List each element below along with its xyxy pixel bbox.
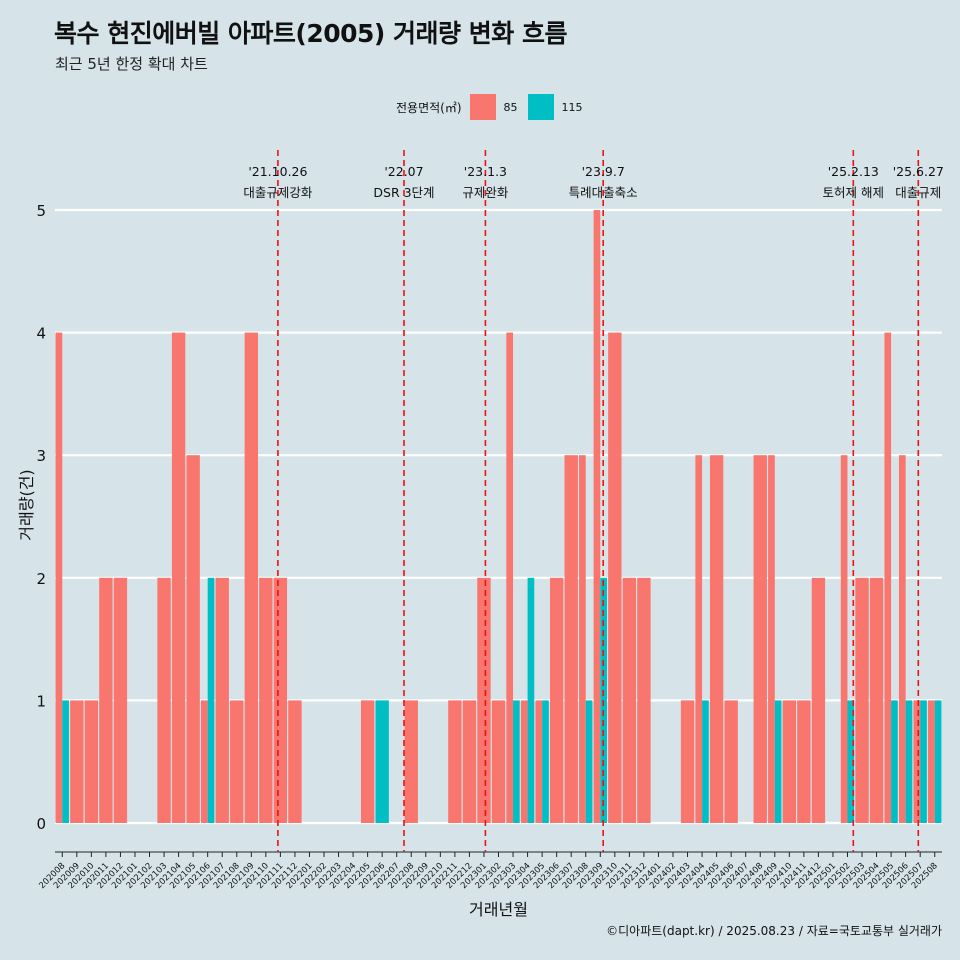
bar-115: [774, 700, 782, 823]
bar-85: [70, 700, 84, 823]
bar-85: [404, 700, 418, 823]
bar-85: [928, 700, 935, 823]
bar-115: [542, 700, 549, 823]
bar-85: [84, 700, 99, 823]
bar-85: [259, 577, 273, 823]
legend-key-85: [469, 94, 496, 120]
bar-85: [608, 332, 622, 823]
bar-115: [934, 700, 942, 823]
bar-85: [230, 700, 244, 823]
bar-85: [840, 455, 848, 823]
bar-115: [702, 700, 709, 823]
bar-85: [680, 700, 695, 823]
event-label: 대출규제: [895, 185, 941, 200]
bar-85: [491, 700, 506, 823]
bar-85: [215, 577, 229, 823]
y-tick-label: 2: [36, 570, 46, 588]
bar-85: [913, 700, 921, 823]
bar-85: [564, 455, 578, 823]
y-tick-label: 5: [36, 202, 46, 220]
bar-85: [811, 577, 826, 823]
bar-85: [884, 332, 892, 823]
bar-85: [593, 210, 601, 823]
bar-85: [200, 700, 208, 823]
bar-85: [171, 332, 186, 823]
bar-85: [288, 700, 302, 823]
event-date: '25.2.13: [828, 164, 879, 179]
bar-85: [506, 332, 514, 823]
legend: 전용면적(㎡) 85 115: [396, 94, 593, 120]
legend-key-115: [527, 94, 554, 120]
bar-115: [375, 700, 389, 823]
chart-title: 복수 현진에버빌 아파트(2005) 거래량 변화 흐름: [54, 19, 567, 48]
bar-85: [855, 577, 869, 823]
bar-85: [462, 700, 477, 823]
bar-115: [585, 700, 593, 823]
bar-85: [448, 700, 462, 823]
bar-85: [113, 577, 128, 823]
event-label: 특례대출축소: [569, 185, 638, 200]
x-axis-title: 거래년월: [469, 900, 528, 919]
bar-85: [695, 455, 703, 823]
event-label: 대출규제강화: [243, 185, 313, 200]
bar-115: [920, 700, 927, 823]
bar-115: [527, 577, 535, 823]
event-date: '22.07: [384, 164, 423, 179]
bar-85: [898, 455, 906, 823]
event-date: '21.10.26: [248, 164, 307, 179]
bar-85: [157, 577, 171, 823]
y-axis-title: 거래량(건): [17, 469, 36, 540]
event-label: 규제완화: [462, 185, 509, 200]
bar-85: [622, 577, 637, 823]
y-tick-label: 0: [36, 815, 46, 833]
bar-85: [186, 455, 200, 823]
bar-85: [724, 700, 738, 823]
bar-85: [360, 700, 375, 823]
bar-115: [62, 700, 69, 823]
bar-115: [207, 577, 215, 823]
event-label: DSR 3단계: [373, 185, 434, 200]
bar-115: [847, 700, 855, 823]
bar-85: [869, 577, 884, 823]
bar-85: [768, 455, 775, 823]
legend-label-115: 115: [561, 100, 583, 114]
bar-85: [520, 700, 528, 823]
bar-85: [753, 455, 767, 823]
legend-label-85: 85: [503, 100, 518, 114]
bar-85: [273, 577, 288, 823]
legend-title: 전용면적(㎡): [396, 100, 462, 115]
bar-85: [99, 577, 113, 823]
bar-85: [477, 577, 491, 823]
bar-85: [782, 700, 797, 823]
bar-115: [891, 700, 898, 823]
bar-85: [535, 700, 543, 823]
bar-85: [244, 332, 258, 823]
y-tick-label: 1: [36, 692, 46, 710]
event-label: 토허제 해제: [823, 185, 884, 200]
source-caption: ©디아파트(dapt.kr) / 2025.08.23 / 자료=국토교통부 실…: [606, 924, 942, 938]
bar-115: [905, 700, 913, 823]
bar-85: [579, 455, 586, 823]
bar-115: [513, 700, 520, 823]
bar-85: [797, 700, 811, 823]
bar-85: [709, 455, 724, 823]
event-date: '25.6.27: [893, 164, 944, 179]
chart-subtitle: 최근 5년 한정 확대 차트: [55, 55, 208, 73]
bar-85: [637, 577, 651, 823]
bar-85: [55, 332, 63, 823]
y-tick-label: 4: [36, 325, 46, 343]
y-tick-label: 3: [36, 447, 46, 465]
event-date: '23.1.3: [464, 164, 507, 179]
event-date: '23.9.7: [582, 164, 625, 179]
bar-85: [549, 577, 564, 823]
